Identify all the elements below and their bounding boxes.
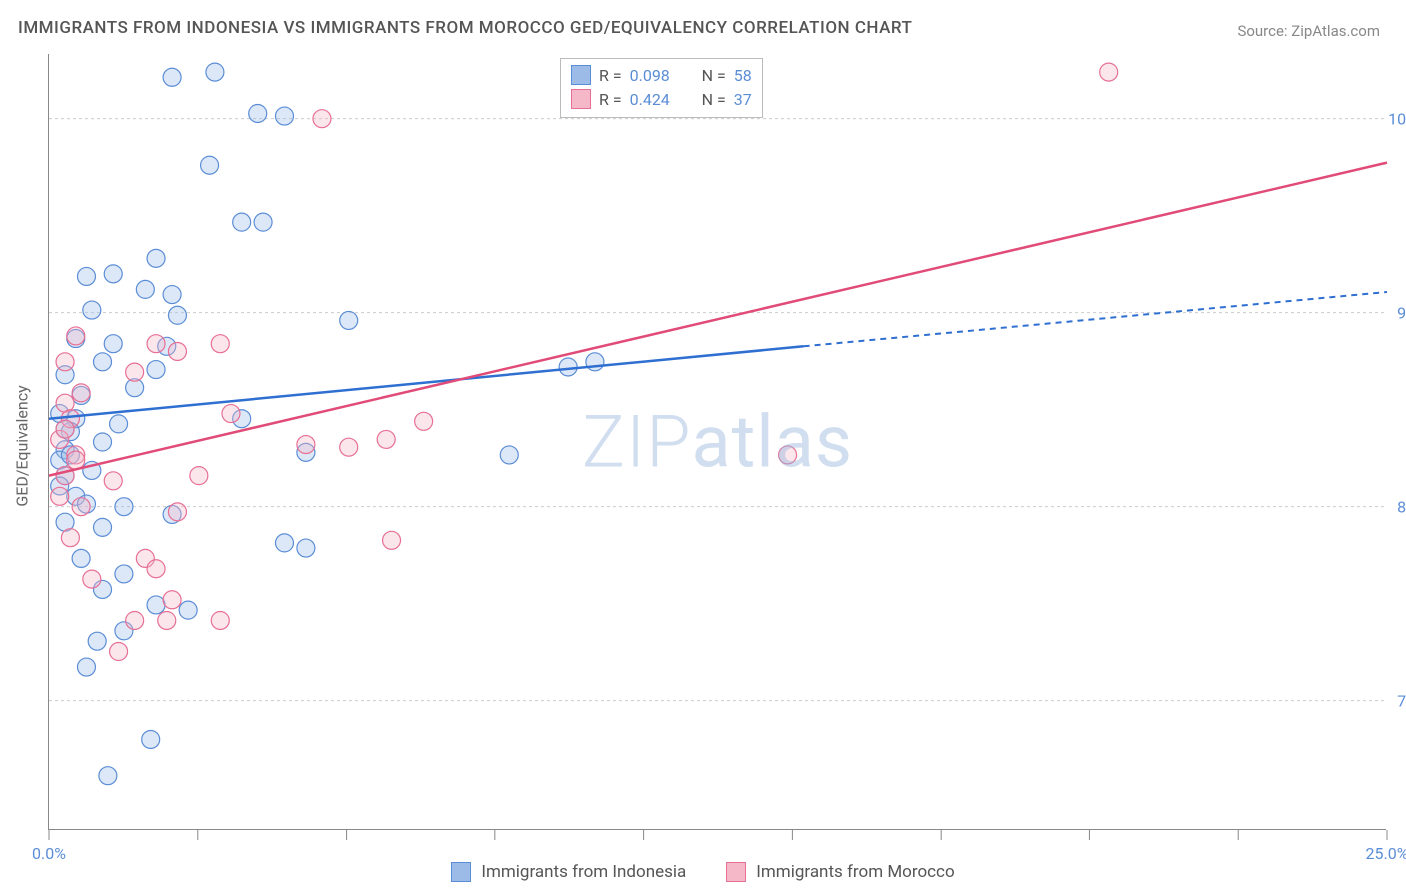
y-axis-label: GED/Equivalency <box>13 385 32 506</box>
n-value-indonesia: 58 <box>734 66 752 85</box>
source-attribution: Source: ZipAtlas.com <box>1237 22 1380 40</box>
legend-item-indonesia: Immigrants from Indonesia <box>451 862 686 882</box>
y-tick-label: 85.0% <box>1397 497 1406 516</box>
plot-area: ZIPatlas 77.5%85.0%92.5%100.0% 0.0%25.0% <box>48 54 1386 830</box>
r-value-indonesia: 0.098 <box>630 66 682 85</box>
y-tick-label: 77.5% <box>1397 691 1406 710</box>
swatch-morocco <box>571 89 591 109</box>
plot-svg <box>49 54 1387 830</box>
n-value-morocco: 37 <box>734 90 752 109</box>
source-label: Source: <box>1237 22 1287 40</box>
series-name-morocco: Immigrants from Morocco <box>756 862 954 882</box>
swatch-indonesia <box>571 65 591 85</box>
x-tick-label: 0.0% <box>32 844 66 863</box>
swatch-morocco <box>726 862 746 882</box>
n-label: N = <box>702 66 726 85</box>
x-tick-label: 25.0% <box>1366 844 1406 863</box>
legend-row-indonesia: R = 0.098 N = 58 <box>571 63 752 87</box>
y-tick-label: 92.5% <box>1397 303 1406 322</box>
series-legend: Immigrants from Indonesia Immigrants fro… <box>0 862 1406 882</box>
r-label: R = <box>599 90 622 109</box>
y-tick-label: 100.0% <box>1388 109 1406 128</box>
correlation-legend: R = 0.098 N = 58 R = 0.424 N = 37 <box>560 58 763 118</box>
r-label: R = <box>599 66 622 85</box>
series-name-indonesia: Immigrants from Indonesia <box>481 862 686 882</box>
n-label: N = <box>702 90 726 109</box>
r-value-morocco: 0.424 <box>630 90 682 109</box>
legend-row-morocco: R = 0.424 N = 37 <box>571 87 752 111</box>
source-value: ZipAtlas.com <box>1291 22 1380 40</box>
swatch-indonesia <box>451 862 471 882</box>
chart-title: IMMIGRANTS FROM INDONESIA VS IMMIGRANTS … <box>18 18 912 38</box>
legend-item-morocco: Immigrants from Morocco <box>726 862 954 882</box>
